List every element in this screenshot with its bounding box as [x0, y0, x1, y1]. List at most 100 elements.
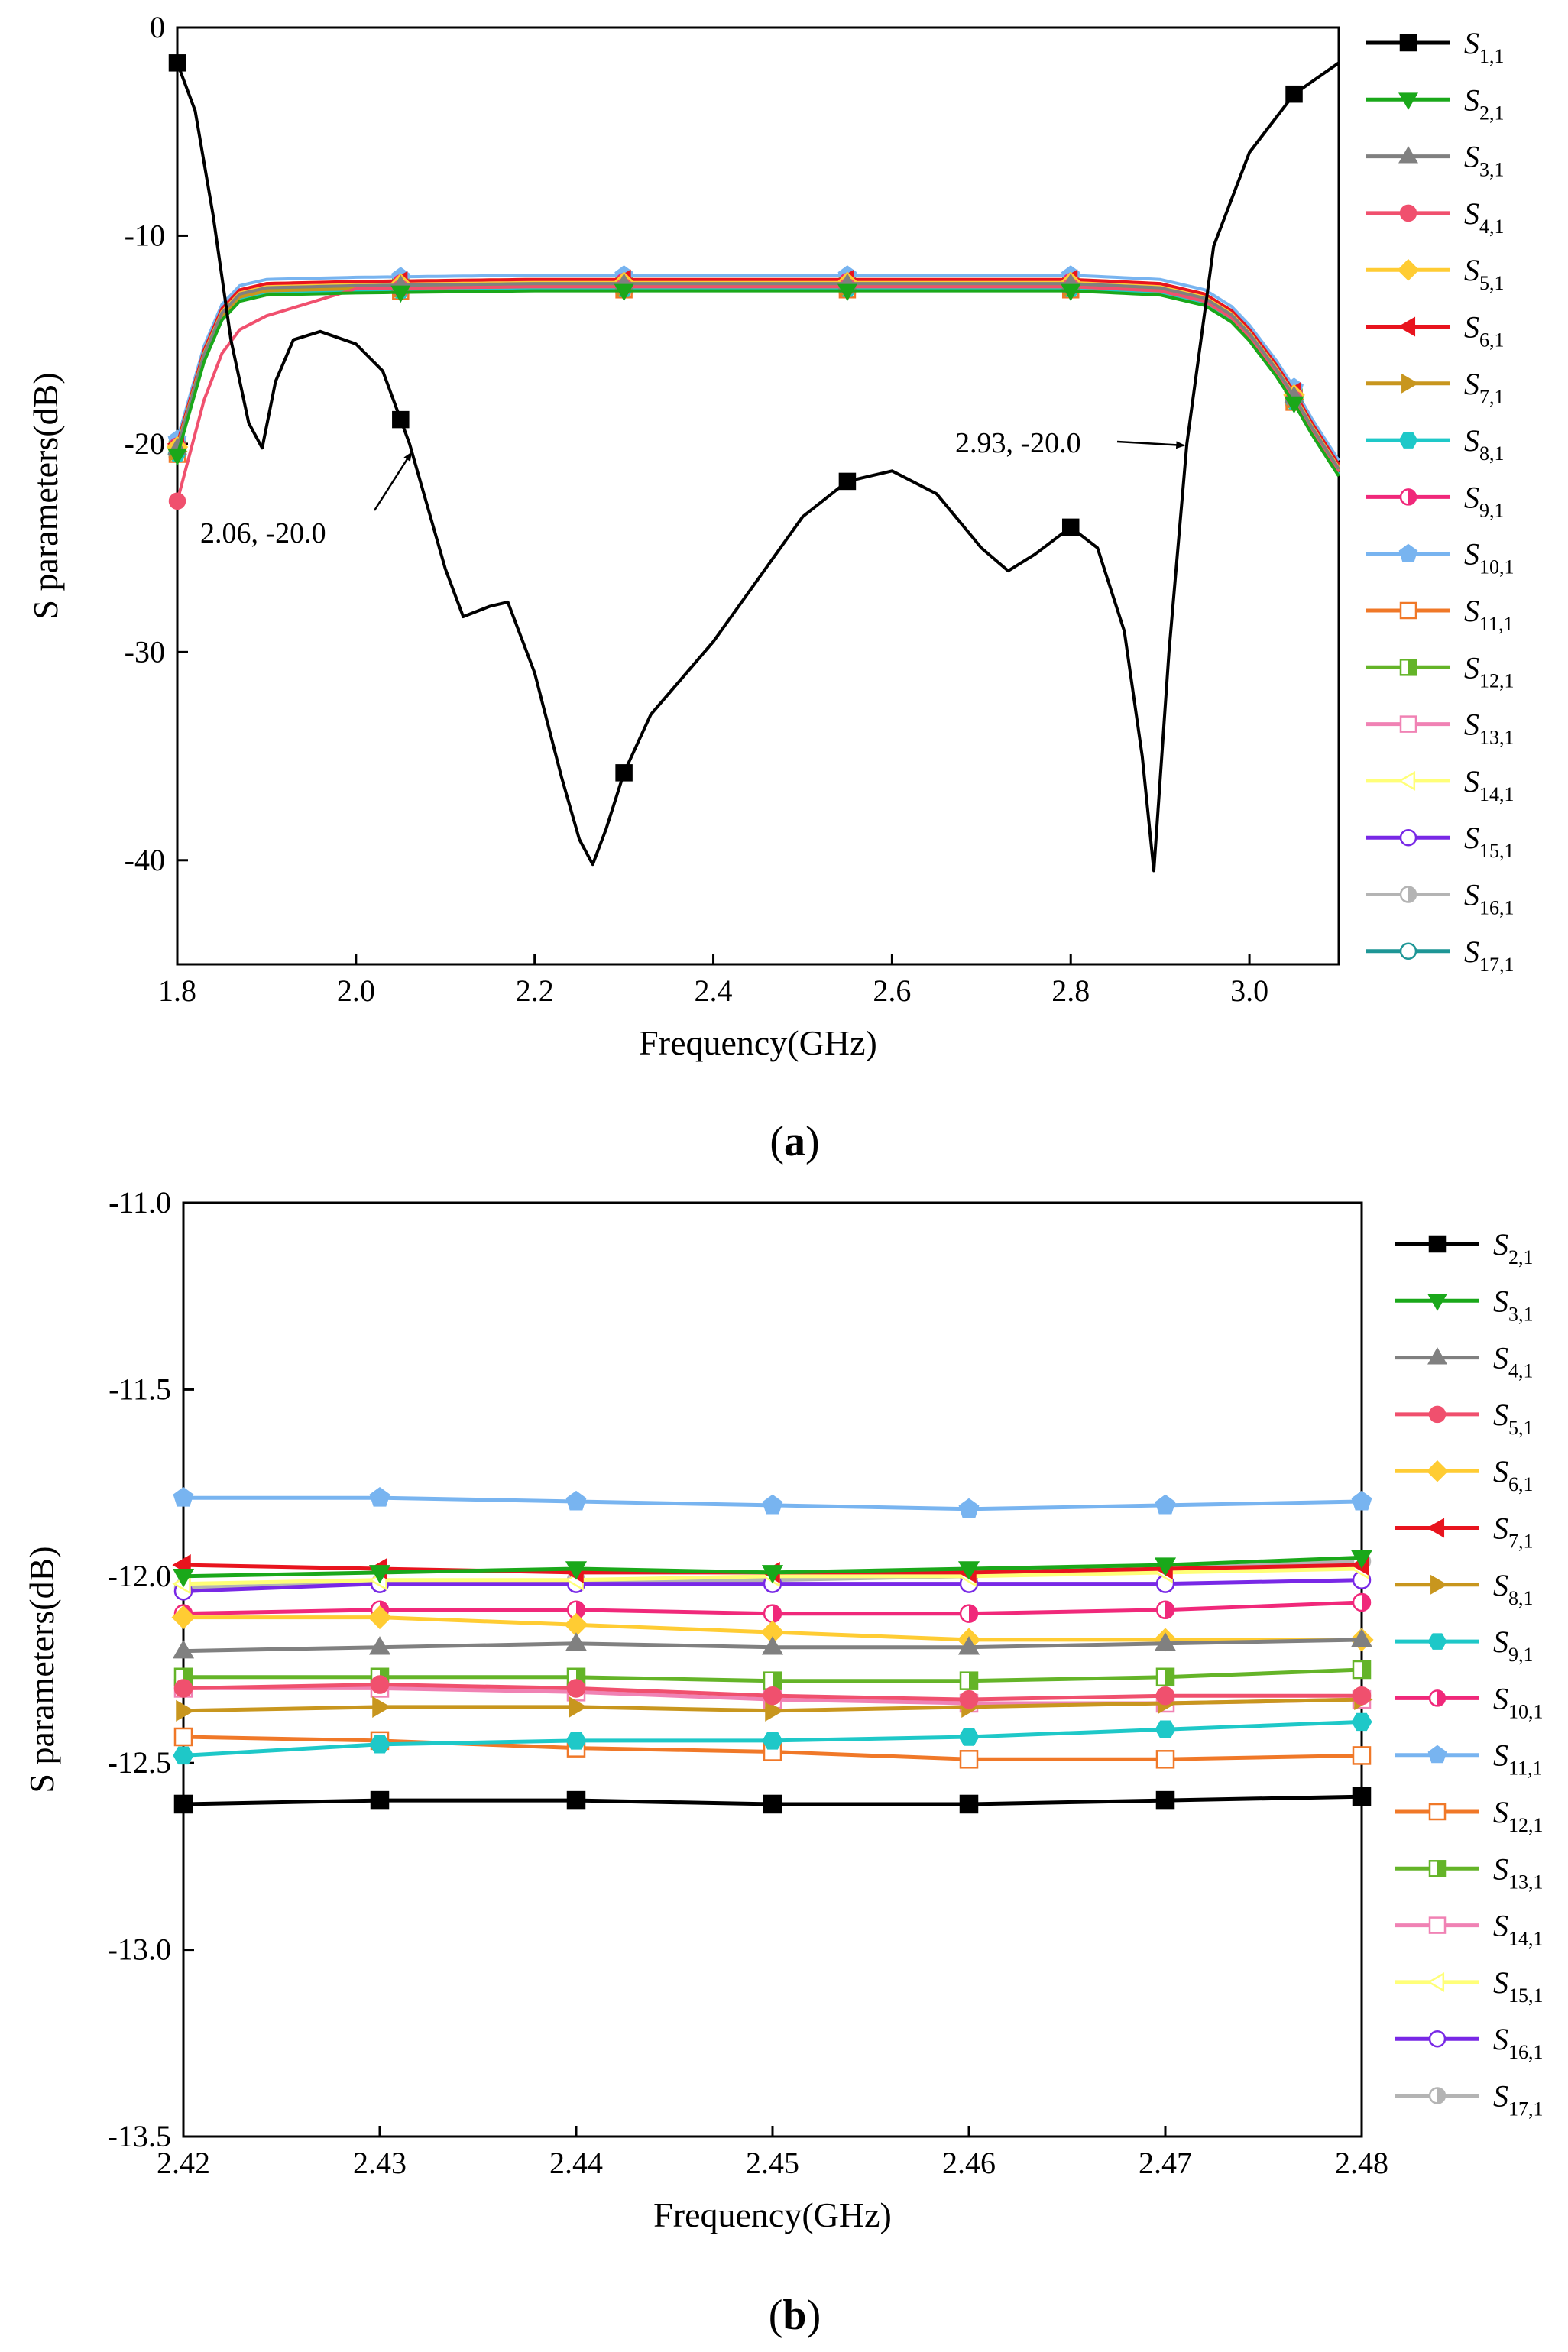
legend-subscript: 8,1 [1508, 1587, 1534, 1609]
series-12-1 [168, 276, 1340, 471]
legend-subscript: 13,1 [1479, 727, 1515, 749]
panel-label-close: ) [807, 2292, 821, 2339]
legend-marker [1428, 1405, 1447, 1424]
data-point [172, 1569, 195, 1588]
data-point [569, 1696, 588, 1718]
data-point [1155, 1600, 1175, 1620]
data-point [173, 1486, 194, 1507]
legend-item: S3,1 [1366, 140, 1505, 181]
legend-name: S [1464, 537, 1479, 572]
legend-subscript: 15,1 [1479, 840, 1515, 862]
y-axis-title: S parameters(dB) [22, 1546, 61, 1793]
legend-marker [1428, 1689, 1447, 1707]
data-point [763, 1604, 782, 1623]
legend-item: S2,1 [1366, 83, 1505, 124]
legend-subscript: 16,1 [1479, 897, 1515, 919]
legend-label: S15,1 [1493, 1965, 1544, 2007]
legend-subscript: 9,1 [1508, 1644, 1534, 1666]
x-tick-label: 2.48 [1335, 2146, 1388, 2180]
series-line [176, 278, 1340, 466]
legend-marker [1399, 34, 1417, 52]
legend-subscript: 8,1 [1479, 442, 1505, 465]
annotation-left-arrow [373, 452, 413, 511]
legend-subscript: 11,1 [1479, 613, 1514, 635]
legend-subscript: 3,1 [1508, 1303, 1534, 1325]
legend-name: S [1464, 310, 1479, 345]
legend-marker [1428, 1235, 1447, 1253]
series-3-1 [172, 1550, 1373, 1588]
y-tick-label: -40 [125, 843, 165, 877]
x-tick-label: 2.4 [695, 974, 733, 1008]
legend-name: S [1493, 1851, 1508, 1886]
series-line [176, 274, 1340, 462]
x-tick-label: 2.46 [942, 2146, 996, 2180]
x-tick-label: 2.47 [1139, 2146, 1192, 2180]
legend-label: S4,1 [1464, 196, 1505, 238]
legend-name: S [1493, 1284, 1508, 1318]
data-point [1061, 283, 1081, 302]
legend-name: S [1493, 1568, 1508, 1602]
legend-marker [1428, 1803, 1447, 1821]
series-line [176, 280, 1340, 468]
data-point [1351, 1490, 1372, 1511]
legend-subscript: 12,1 [1479, 669, 1515, 692]
legend-label: S16,1 [1493, 2022, 1544, 2063]
data-point [615, 764, 633, 782]
data-point [762, 1732, 783, 1750]
data-point [838, 472, 857, 491]
legend-name: S [1464, 423, 1479, 458]
legend-name: S [1464, 878, 1479, 912]
legend-subscript: 3,1 [1479, 159, 1505, 181]
data-point [1352, 1787, 1372, 1806]
legend-subscript: 1,1 [1479, 45, 1505, 67]
data-point [368, 1565, 391, 1584]
legend-name: S [1464, 140, 1479, 174]
legend-name: S [1493, 1965, 1508, 2000]
legend-label: S3,1 [1493, 1284, 1534, 1325]
legend-name: S [1464, 480, 1479, 514]
legend-item: S1,1 [1366, 26, 1505, 67]
annotation-right-arrow [1116, 440, 1186, 449]
legend-name: S [1493, 1511, 1508, 1546]
legend-label: S10,1 [1464, 537, 1515, 578]
legend-item: S13,1 [1366, 708, 1515, 749]
legend-label: S15,1 [1464, 821, 1515, 862]
legend-name: S [1464, 594, 1479, 628]
data-point [390, 285, 411, 303]
legend-marker [1427, 1745, 1447, 1764]
legend-label: S2,1 [1493, 1227, 1534, 1268]
series-5-1 [173, 1675, 1372, 1709]
legend-item: S10,1 [1395, 1681, 1544, 1722]
series-11-1 [173, 1486, 1372, 1518]
legend-item: S15,1 [1395, 1965, 1544, 2007]
data-point [173, 1794, 193, 1814]
data-point [1350, 1550, 1373, 1570]
data-point [959, 1604, 979, 1623]
legend-marker [1427, 1633, 1447, 1650]
series-line [176, 283, 1340, 471]
legend-subscript: 7,1 [1479, 386, 1505, 408]
legend-subscript: 10,1 [1479, 556, 1515, 578]
legend-item: S12,1 [1395, 1795, 1544, 1836]
legend-item: S7,1 [1395, 1511, 1534, 1553]
legend-name: S [1464, 83, 1479, 117]
series-line [176, 285, 1340, 502]
legend-subscript: 11,1 [1508, 1758, 1543, 1780]
series-line [176, 280, 1340, 469]
legend-name: S [1493, 1227, 1508, 1262]
legend-item: S3,1 [1395, 1284, 1534, 1325]
annotation-left: 2.06, -20.0 [200, 517, 326, 549]
legend-name: S [1464, 196, 1479, 231]
data-point [958, 1498, 980, 1518]
y-axis-title: S parameters(dB) [26, 372, 65, 619]
legend-name: S [1464, 26, 1479, 60]
legend-name: S [1464, 935, 1479, 969]
x-axis-title: Frequency(GHz) [639, 1023, 877, 1062]
data-point [959, 1689, 979, 1709]
legend-label: S7,1 [1493, 1511, 1534, 1553]
y-tick-label: -12.5 [108, 1745, 171, 1780]
legend-marker [1428, 2087, 1447, 2104]
legend-label: S6,1 [1493, 1454, 1534, 1495]
legend-item: S6,1 [1395, 1454, 1534, 1495]
legend-label: S5,1 [1464, 253, 1505, 294]
